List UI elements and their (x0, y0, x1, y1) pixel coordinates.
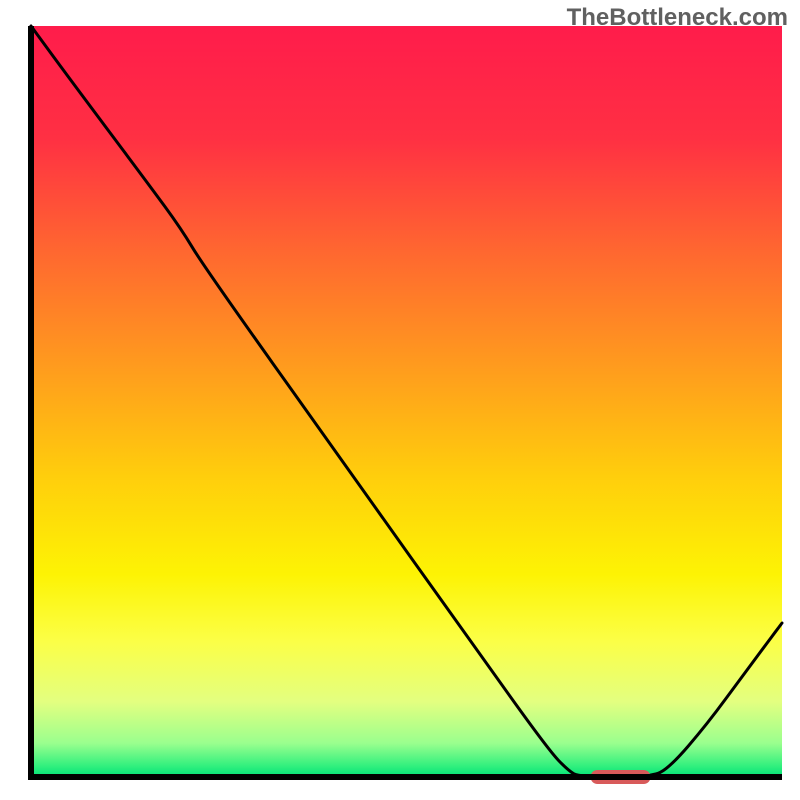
bottleneck-chart: TheBottleneck.com (0, 0, 800, 800)
plot-svg (0, 0, 800, 800)
gradient-background (31, 26, 782, 777)
